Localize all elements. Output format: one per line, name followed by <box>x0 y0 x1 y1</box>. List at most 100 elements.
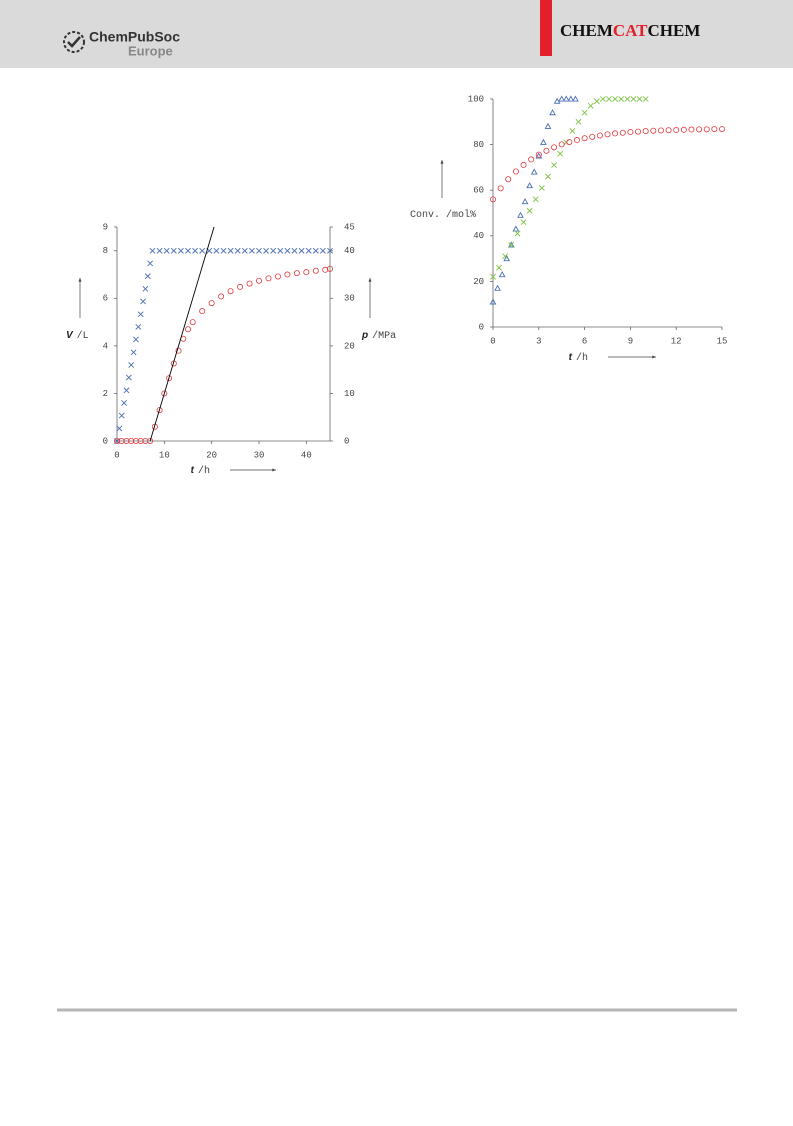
data-point <box>593 98 600 105</box>
y-tick-label: 40 <box>473 231 484 241</box>
axis-arrow-head <box>652 355 656 359</box>
logo-icon <box>63 31 85 53</box>
data-point <box>140 298 146 305</box>
axis-label-unit: /h <box>576 352 588 364</box>
y-tick-label: 2 <box>103 389 108 399</box>
data-point <box>719 126 726 133</box>
data-point <box>246 280 253 287</box>
axis-label-unit: /MPa <box>372 330 396 342</box>
data-point <box>636 96 643 102</box>
axis-label-unit: /h <box>198 465 210 477</box>
data-point <box>530 168 538 175</box>
data-point <box>144 273 151 280</box>
header-band <box>0 0 793 68</box>
data-point <box>558 95 566 102</box>
data-point <box>170 247 177 254</box>
data-point <box>166 375 173 382</box>
axis-label-symbol: t <box>569 352 573 363</box>
data-point <box>596 132 603 139</box>
data-point <box>604 131 611 138</box>
data-point <box>241 247 248 254</box>
y2-tick-label: 20 <box>344 341 355 351</box>
data-point <box>496 264 503 271</box>
x-tick-label: 10 <box>159 450 170 460</box>
data-point <box>562 95 570 102</box>
data-point <box>650 127 657 134</box>
data-point <box>566 139 573 146</box>
y-tick-label: 80 <box>473 140 484 150</box>
data-point <box>581 109 588 116</box>
x-tick-label: 9 <box>628 336 633 346</box>
data-point <box>498 271 506 278</box>
data-point <box>149 247 156 254</box>
journal-bar <box>540 0 552 56</box>
x-tick-label: 6 <box>582 336 587 346</box>
data-point <box>549 109 556 116</box>
data-point <box>218 293 225 300</box>
data-point <box>305 247 312 254</box>
data-point <box>128 361 135 368</box>
data-point <box>189 319 196 326</box>
data-point <box>142 285 149 292</box>
data-point <box>116 425 123 432</box>
data-point <box>322 266 329 273</box>
axis-arrow-head <box>368 278 372 282</box>
data-point <box>558 141 565 148</box>
data-point <box>535 152 543 159</box>
data-point <box>227 288 234 295</box>
data-point <box>612 96 619 102</box>
data-point <box>118 412 125 419</box>
axis-arrow-head <box>440 160 444 164</box>
data-point <box>237 283 244 290</box>
data-point <box>185 247 191 254</box>
axis-arrow-head <box>78 278 82 282</box>
data-point <box>121 400 128 406</box>
y-tick-label: 0 <box>103 436 108 446</box>
y2-tick-label: 10 <box>344 389 355 399</box>
data-point <box>184 326 191 333</box>
data-point <box>618 96 625 102</box>
data-point <box>161 390 168 397</box>
data-point <box>657 127 664 134</box>
data-point <box>133 336 139 343</box>
data-point <box>532 196 539 203</box>
data-point <box>265 275 272 282</box>
axis-label: V/L <box>66 330 89 342</box>
data-point <box>696 126 703 133</box>
journal-part: CHEM <box>648 21 701 40</box>
y-tick-label: 0 <box>479 322 484 332</box>
data-line <box>149 226 215 442</box>
y-tick-label: 20 <box>473 277 484 287</box>
data-point <box>130 349 137 356</box>
x-tick-label: 30 <box>254 450 265 460</box>
axis-label-unit: Conv. /mol% <box>410 209 476 221</box>
data-point <box>642 128 649 135</box>
data-point <box>494 284 501 291</box>
data-point <box>606 96 612 102</box>
data-point <box>199 308 206 315</box>
data-point <box>665 127 672 134</box>
y-tick-label: 9 <box>103 222 108 232</box>
y2-tick-label: 40 <box>344 246 355 256</box>
data-point <box>703 126 710 133</box>
data-point <box>284 271 291 278</box>
data-point <box>227 247 234 254</box>
data-point <box>298 247 305 254</box>
data-point <box>293 270 300 277</box>
data-point <box>234 247 241 254</box>
data-point <box>535 151 542 158</box>
data-point <box>557 150 564 157</box>
y-tick-label: 8 <box>103 246 108 256</box>
data-point <box>514 230 521 237</box>
data-point <box>123 437 130 444</box>
data-point <box>553 97 561 104</box>
data-point <box>123 387 130 394</box>
data-point <box>575 118 582 125</box>
y-tick-label: 100 <box>468 94 484 104</box>
data-point <box>512 168 519 175</box>
data-point <box>132 437 139 444</box>
y2-tick-label: 45 <box>344 222 355 232</box>
data-point <box>538 185 545 191</box>
data-point <box>521 198 529 205</box>
data-point <box>291 247 298 254</box>
